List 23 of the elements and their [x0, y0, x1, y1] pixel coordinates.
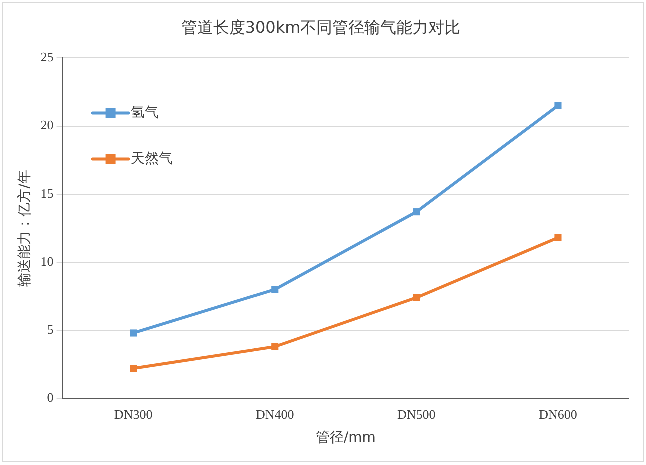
chart-title: 管道长度300km不同管径输气能力对比	[181, 18, 461, 37]
point	[272, 343, 279, 350]
point	[413, 294, 420, 302]
legend-label: 天然气	[130, 150, 173, 167]
y-tick-label: 15	[40, 186, 54, 201]
point	[554, 234, 562, 242]
legend-label: 氢气	[130, 104, 159, 121]
x-tick-label: DN600	[539, 406, 578, 422]
x-tick-label: DN400	[256, 406, 294, 422]
y-tick-label: 5	[47, 322, 54, 337]
y-tick-label: 25	[40, 50, 54, 65]
x-axis-title: 管径/mm	[316, 430, 376, 446]
point	[130, 330, 138, 337]
y-tick-label: 20	[40, 118, 54, 133]
x-tick-label: DN500	[398, 406, 436, 422]
point	[272, 286, 279, 294]
x-tick-label: DN300	[114, 406, 153, 422]
y-tick-label: 0	[47, 390, 54, 406]
point	[130, 365, 138, 372]
y-tick-label: 10	[40, 254, 54, 269]
y-axis-title: 输送能力：亿方/年	[17, 170, 34, 287]
point	[554, 102, 562, 110]
point	[413, 208, 420, 216]
